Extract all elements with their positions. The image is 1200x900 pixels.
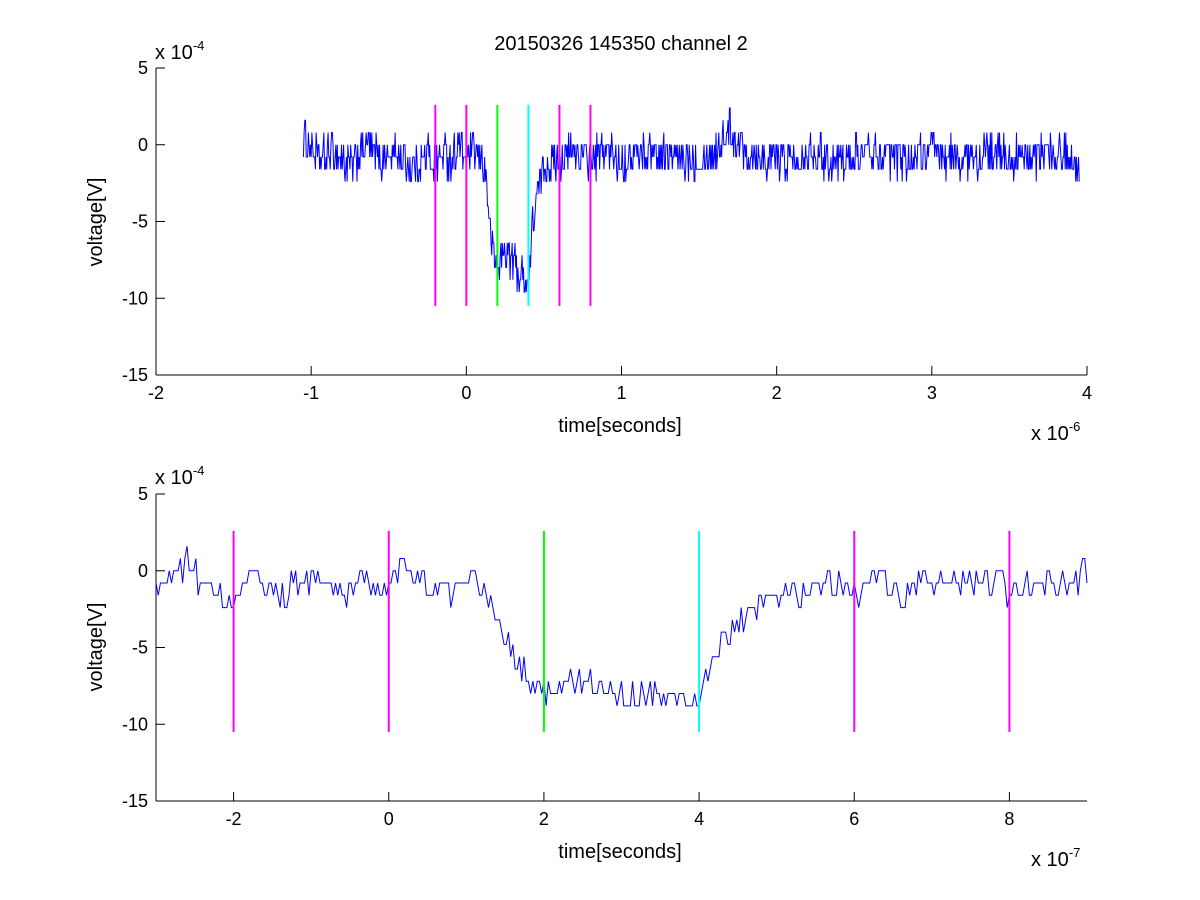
bottom-chart-y-tick-label: 5 — [138, 484, 148, 504]
bottom-chart-x-tick-label: 4 — [694, 809, 704, 829]
top-chart-x-tick-label: 4 — [1082, 383, 1092, 403]
bottom-chart-xlabel: time[seconds] — [558, 841, 681, 863]
top-chart-x-tick-label: 1 — [616, 383, 626, 403]
bottom-chart-y-multiplier: x 10-4 — [155, 463, 204, 489]
bottom-chart: -2 0 2 4 6 8 -15 -10 -5 0 5 time[seconds] voltage[… — [85, 463, 1088, 871]
top-chart-y-tick-label: -10 — [122, 288, 148, 308]
bottom-chart-x-multiplier: x 10-7 — [1031, 845, 1080, 871]
top-chart-x-multiplier: x 10-6 — [1031, 419, 1080, 445]
top-chart-x-tick-label: 3 — [927, 383, 937, 403]
bottom-chart-x-tick-label: 6 — [849, 809, 859, 829]
bottom-chart-y-tick-label: 0 — [138, 561, 148, 581]
top-chart-y-multiplier: x 10-4 — [155, 38, 204, 64]
top-chart-xlabel: time[seconds] — [558, 415, 681, 437]
bottom-chart-x-tick-label: 0 — [384, 809, 394, 829]
top-chart-signal-line — [302, 107, 1080, 293]
bottom-chart-y-tick-label: -15 — [122, 791, 148, 811]
bottom-chart-y-tick-label: -5 — [132, 638, 148, 658]
top-chart-x-tick-label: 2 — [772, 383, 782, 403]
bottom-chart-ylabel: voltage[V] — [85, 603, 107, 692]
chart-title: 20150326 145350 channel 2 — [494, 33, 748, 55]
bottom-chart-x-tick-label: 2 — [539, 809, 549, 829]
top-chart-y-tick-label: -15 — [122, 365, 148, 385]
top-chart-y-tick-label: -5 — [132, 212, 148, 232]
top-chart-y-tick-label: 0 — [138, 135, 148, 155]
top-chart-plot-area: -2 -1 0 1 2 3 4-15-10-505 — [122, 58, 1092, 403]
bottom-chart-x-tick-label: 8 — [1004, 809, 1014, 829]
top-chart-y-tick-label: 5 — [138, 58, 148, 78]
top-chart: 20150326 145350 channel 2 -2 -1 0 1 2 3 4-15-1… — [85, 33, 1092, 445]
top-chart-ylabel: voltage[V] — [85, 178, 107, 267]
top-chart-x-tick-label: 0 — [461, 383, 471, 403]
bottom-chart-x-tick-label: -2 — [226, 809, 242, 829]
top-chart-x-tick-label: -1 — [303, 383, 319, 403]
bottom-chart-plot-area: -2 0 2 4 6 8 -15 -10 -5 0 5 — [122, 484, 1088, 829]
bottom-chart-y-tick-label: -10 — [122, 714, 148, 734]
top-chart-x-tick-label: -2 — [148, 383, 164, 403]
bottom-chart-signal-line — [155, 546, 1088, 707]
